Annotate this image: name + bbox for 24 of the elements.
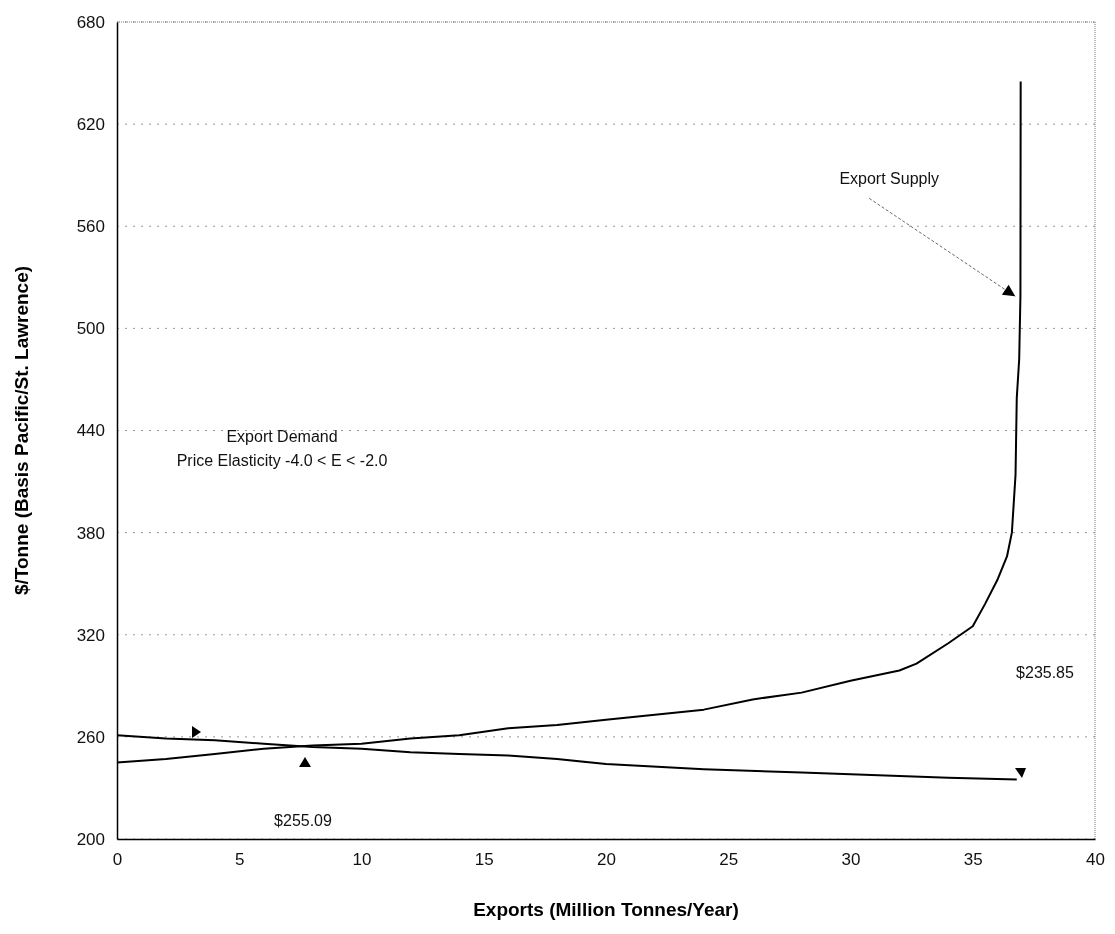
y-axis-title: $/Tonne (Basis Pacific/St. Lawrence) <box>11 265 32 596</box>
y-tick-label: 440 <box>76 421 105 441</box>
x-tick-label: 15 <box>474 850 494 870</box>
y-tick-label: 500 <box>76 319 105 339</box>
x-tick-label: 35 <box>963 850 983 870</box>
annotation: $235.85 <box>1016 664 1075 681</box>
y-tick-label: 320 <box>76 625 105 645</box>
y-tick-label: 620 <box>76 115 105 135</box>
x-tick-label: 5 <box>235 850 245 870</box>
x-tick-label: 40 <box>1086 850 1105 870</box>
x-tick-label: 10 <box>352 850 372 870</box>
y-tick-label: 380 <box>76 523 105 543</box>
annotation: Export Demand Price Elasticity -4.0 < E < -2.0 <box>176 428 388 469</box>
x-tick-label: 0 <box>112 850 123 870</box>
annotation: Export Supply <box>839 170 940 188</box>
annotation: $255.09 <box>274 812 333 829</box>
y-tick-label: 200 <box>76 829 105 849</box>
y-tick-label: 260 <box>76 727 105 747</box>
y-tick-label: 560 <box>76 217 105 237</box>
y-tick-label: 680 <box>76 12 105 32</box>
x-tick-label: 25 <box>719 850 739 870</box>
x-tick-label: 30 <box>841 850 861 870</box>
x-axis-title: Exports (Million Tonnes/Year) <box>473 899 739 920</box>
x-tick-label: 20 <box>597 850 616 870</box>
